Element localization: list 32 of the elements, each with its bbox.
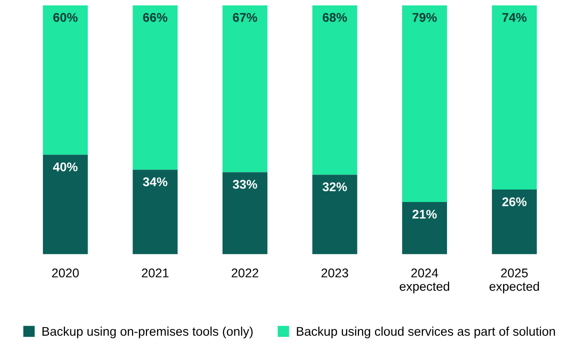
data-label: 33% xyxy=(232,180,258,189)
data-label: 60% xyxy=(53,12,78,22)
x-tick-label: 2023 xyxy=(322,268,348,278)
data-label: 26% xyxy=(502,197,527,206)
bar xyxy=(222,5,268,172)
data-label: 68% xyxy=(322,12,347,22)
bar xyxy=(132,5,178,170)
data-label: 66% xyxy=(143,12,168,22)
bar xyxy=(402,202,448,254)
x-tick-label: 2025 expected xyxy=(490,268,539,294)
bar xyxy=(402,5,448,202)
data-label: 79% xyxy=(412,12,437,22)
bar xyxy=(132,170,178,254)
x-tick-label: 2024 expected xyxy=(400,268,450,294)
bar xyxy=(222,172,268,254)
bar xyxy=(492,5,537,190)
legend-label: Backup using on-premises tools (only) xyxy=(42,326,253,338)
data-label: 67% xyxy=(232,12,258,22)
bar xyxy=(312,174,358,254)
x-tick-label: 2020 xyxy=(52,268,79,278)
data-label: 21% xyxy=(412,210,437,219)
x-tick-label: 2022 xyxy=(232,268,258,278)
data-label: 32% xyxy=(322,182,347,192)
bar xyxy=(42,154,88,254)
bar xyxy=(42,5,88,155)
legend-label: Backup using cloud services as part of solution xyxy=(296,326,555,338)
bar xyxy=(492,190,537,254)
data-label: 74% xyxy=(502,13,527,22)
data-label: 34% xyxy=(142,177,168,186)
x-tick-label: 2021 xyxy=(142,268,168,278)
data-label: 40% xyxy=(53,162,78,172)
bar xyxy=(312,5,358,175)
